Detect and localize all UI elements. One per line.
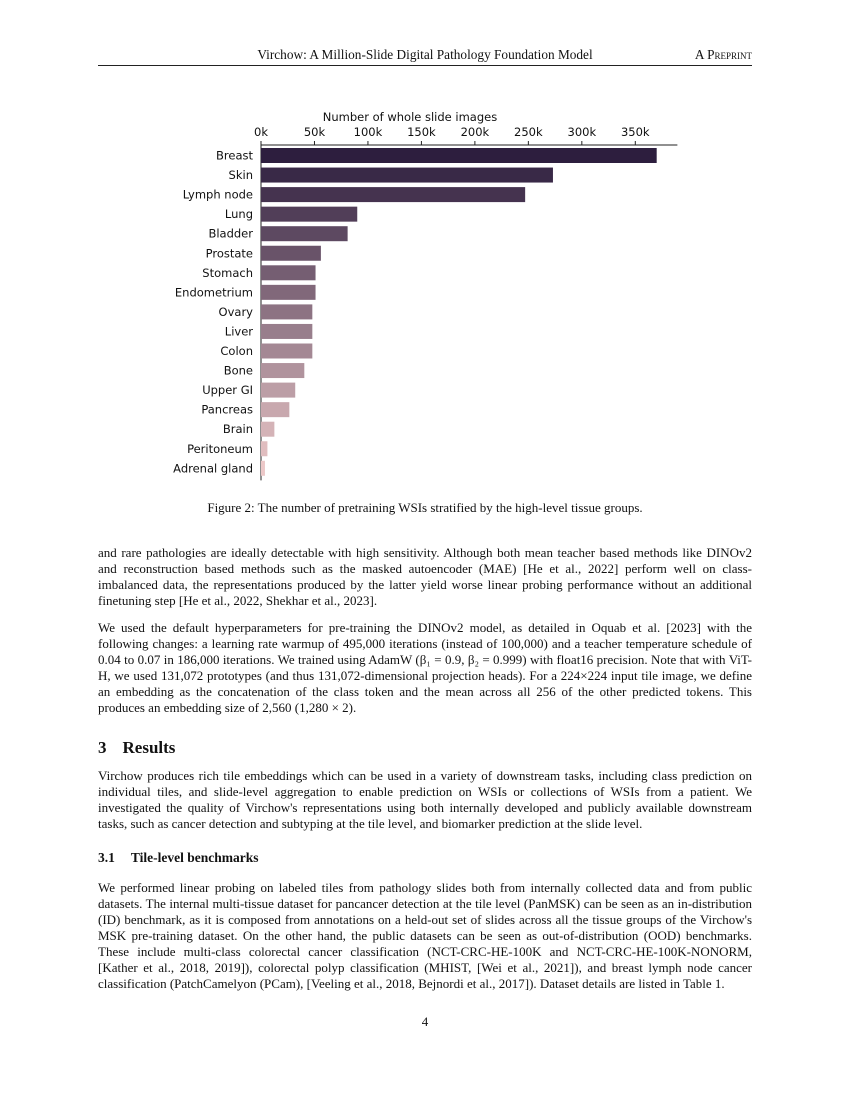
bar-bone — [261, 363, 305, 379]
subsection-number: 3.1 — [98, 850, 115, 865]
category-label: Liver — [225, 324, 253, 338]
category-label: Pancreas — [201, 403, 253, 417]
bar-bladder — [261, 226, 348, 242]
category-label: Adrenal gland — [173, 461, 253, 475]
category-label: Stomach — [202, 266, 253, 280]
figure-caption: Figure 2: The number of pretraining WSIs… — [207, 500, 643, 515]
bar-prostate — [261, 245, 321, 261]
category-label: Colon — [220, 344, 253, 358]
bar-breast — [261, 148, 657, 163]
bar-colon — [261, 343, 313, 359]
bar-lung — [261, 206, 358, 222]
category-label: Brain — [223, 422, 253, 436]
category-label: Bladder — [208, 227, 253, 241]
bar-ovary — [261, 304, 313, 320]
category-label: Peritoneum — [187, 442, 253, 456]
section-title: Results — [122, 738, 176, 757]
x-tick-label: 150k — [407, 125, 436, 139]
header-title: Virchow: A Million-Slide Digital Patholo… — [257, 47, 593, 62]
x-tick-label: 100k — [354, 125, 383, 139]
x-axis-label: Number of whole slide images — [323, 110, 497, 124]
category-label: Breast — [216, 149, 253, 163]
bar-pancreas — [261, 402, 290, 418]
subsection-heading: 3.1 Tile-level benchmarks — [98, 850, 752, 866]
paragraph: We performed linear probing on labeled t… — [98, 880, 752, 991]
category-label: Upper GI — [202, 383, 253, 397]
x-tick-label: 0k — [254, 125, 268, 139]
category-label: Skin — [229, 168, 253, 182]
category-label: Ovary — [219, 305, 254, 319]
bar-liver — [261, 323, 313, 339]
bar-peritoneum — [261, 441, 268, 457]
paragraph: and rare pathologies are ideally detecta… — [98, 545, 752, 608]
x-tick-label: 350k — [621, 125, 650, 139]
category-label: Bone — [224, 364, 253, 378]
section-number: 3 — [98, 738, 107, 757]
bar-stomach — [261, 265, 316, 281]
running-header: Virchow: A Million-Slide Digital Patholo… — [98, 47, 752, 66]
category-label: Lymph node — [183, 188, 253, 202]
bar-brain — [261, 421, 275, 437]
bar-lymph-node — [261, 187, 526, 203]
bar-adrenal-gland — [261, 460, 265, 476]
category-label: Endometrium — [175, 285, 253, 299]
subsection-title: Tile-level benchmarks — [130, 850, 259, 865]
x-tick-label: 250k — [514, 125, 543, 139]
paragraph: We used the default hyperparameters for … — [98, 620, 752, 715]
paragraph: Virchow produces rich tile embeddings wh… — [98, 768, 752, 831]
x-tick-label: 300k — [568, 125, 597, 139]
section-heading: 3 Results — [98, 738, 752, 758]
x-tick-label: 50k — [304, 125, 326, 139]
bar-upper-gi — [261, 382, 296, 398]
bar-skin — [261, 167, 553, 183]
tissue-bar-chart: Number of whole slide images 0k 50k 100k 15… — [173, 110, 678, 481]
x-tick-label: 200k — [461, 125, 490, 139]
category-label: Prostate — [206, 246, 253, 260]
category-label: Lung — [225, 207, 253, 221]
header-preprint: A Preprint — [694, 47, 752, 62]
bar-endometrium — [261, 284, 316, 300]
body-text: and rare pathologies are ideally detecta… — [98, 545, 752, 1050]
page-number: 4 — [421, 1014, 429, 1029]
